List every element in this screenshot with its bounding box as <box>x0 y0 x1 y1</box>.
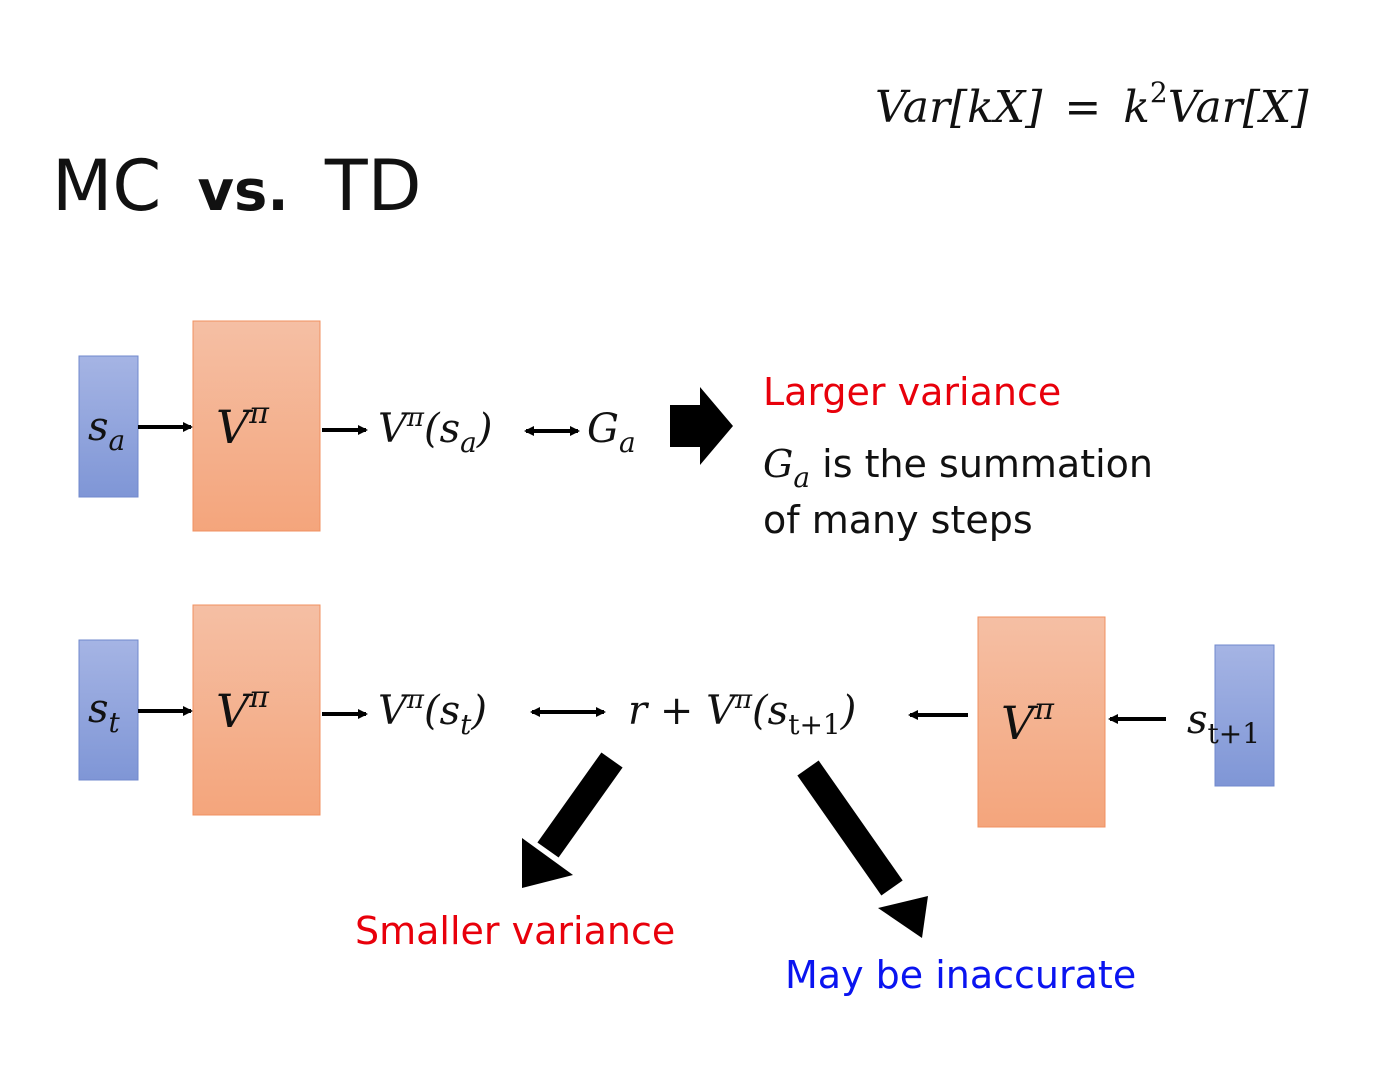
larger-variance-label: Larger variance <box>763 370 1061 414</box>
implies-arrow-icon <box>670 387 733 465</box>
state-box-sa <box>78 355 139 498</box>
title-vs: vs. <box>198 159 289 224</box>
title-td: TD <box>324 145 422 227</box>
value-network-box-mc <box>192 320 321 532</box>
title-mc: MC <box>52 145 161 227</box>
arrow-to-smaller-variance-icon <box>522 752 623 888</box>
may-be-inaccurate-label: May be inaccurate <box>785 953 1136 997</box>
value-network-box-td <box>192 604 321 816</box>
state-box-st <box>78 639 139 781</box>
summation-note-line1: Ga is the summation <box>763 442 1153 494</box>
td-target: r + Vπ(st+1) <box>628 685 856 741</box>
variance-formula: Var[kX] = k2Var[X] <box>875 76 1309 133</box>
state-st-label: st <box>88 686 121 739</box>
output-v-st: Vπ(st) <box>378 685 487 741</box>
value-network-label-mc: Vπ <box>216 396 270 454</box>
output-v-sa: Vπ(sa) <box>378 403 492 459</box>
return-ga: Ga <box>587 406 636 459</box>
value-network-label-td: Vπ <box>216 680 270 738</box>
arrow-to-inaccurate-icon <box>797 760 928 938</box>
slide-title: MC vs. TD <box>52 145 422 227</box>
state-sa-label: sa <box>88 404 125 457</box>
summation-note-line2: of many steps <box>763 498 1033 542</box>
smaller-variance-label: Smaller variance <box>355 909 675 953</box>
value-network-box-next <box>977 616 1106 828</box>
state-st1-label: st+1 <box>1187 697 1260 750</box>
value-network-label-next: Vπ <box>1001 692 1055 750</box>
state-box-st1 <box>1214 644 1275 787</box>
